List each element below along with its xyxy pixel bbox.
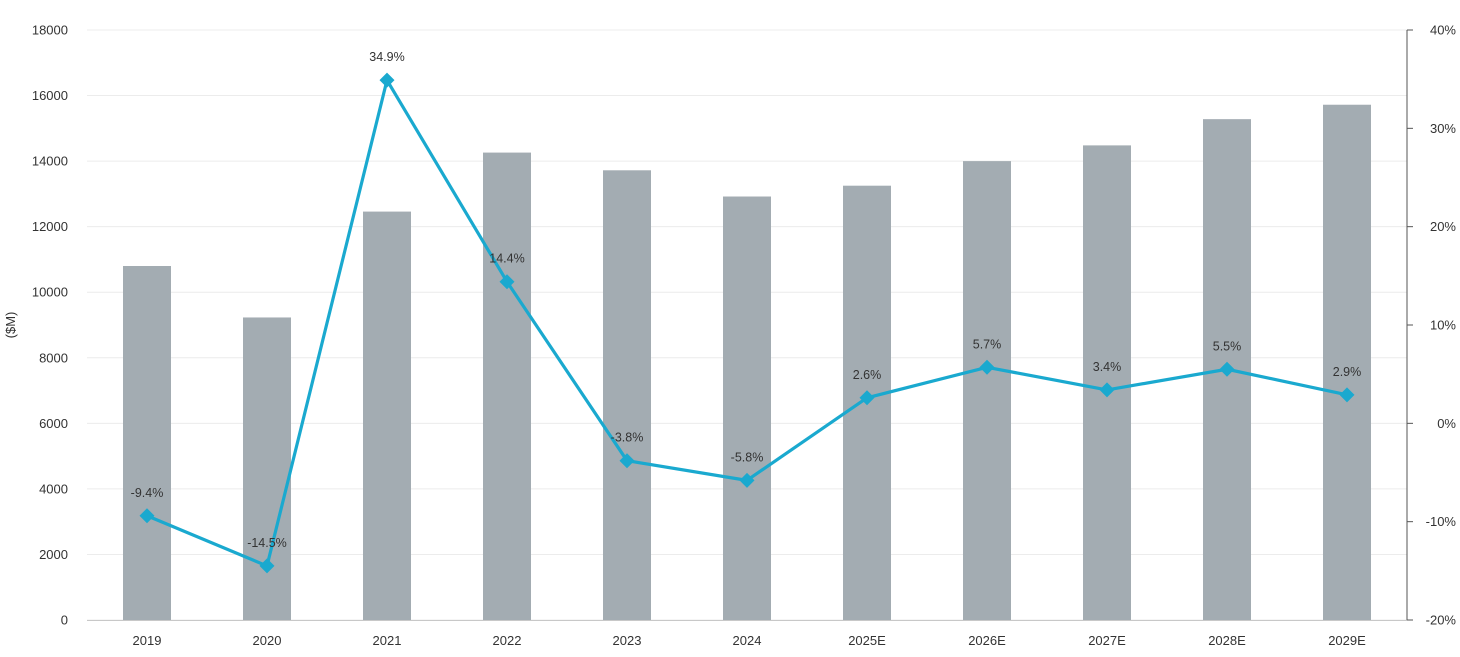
line-series (139, 72, 1355, 574)
y-left-tick-label: 10000 (32, 285, 68, 300)
line-marker (619, 453, 635, 469)
data-label: 2.6% (853, 368, 882, 382)
x-tick-label: 2026E (968, 633, 1006, 648)
x-tick-label: 2025E (848, 633, 886, 648)
y-right-tick-label: 30% (1430, 121, 1456, 136)
line-marker (1219, 361, 1235, 377)
y-right-tick-label: -20% (1426, 613, 1457, 628)
bar (363, 211, 411, 621)
x-tick-label: 2019 (133, 633, 162, 648)
y-left-tick-label: 14000 (32, 154, 68, 169)
y-left-tick-label: 2000 (39, 547, 68, 562)
x-tick-label: 2028E (1208, 633, 1246, 648)
bar (723, 196, 771, 620)
y-right-tick-label: 10% (1430, 318, 1456, 333)
data-label: 2.9% (1333, 365, 1362, 379)
x-tick-label: 2029E (1328, 633, 1366, 648)
y-left-tick-label: 16000 (32, 88, 68, 103)
y-right-tick-label: 20% (1430, 219, 1456, 234)
x-tick-label: 2023 (613, 633, 642, 648)
y-left-axis-title: ($M) (3, 312, 18, 339)
line-marker (859, 390, 875, 406)
x-tick-label: 2022 (493, 633, 522, 648)
bar (123, 266, 171, 620)
y-right-tick-label: 40% (1430, 23, 1456, 38)
y-left-tick-label: 18000 (32, 23, 68, 38)
line-marker (379, 72, 395, 88)
data-label: 5.7% (973, 337, 1002, 351)
data-label: -14.5% (247, 536, 287, 550)
data-label: -9.4% (131, 486, 164, 500)
data-labels: -9.4% -14.5% 34.9% 14.4% -3.8% -5.8% 2.6% 5.7% 3… (131, 50, 1362, 550)
line-marker (1339, 387, 1355, 403)
y-left-tick-label: 8000 (39, 350, 68, 365)
line-marker (739, 472, 755, 488)
bar-series (123, 104, 1371, 621)
y-right-tick-label: 0% (1437, 416, 1456, 431)
x-tick-label: 2021 (373, 633, 402, 648)
line-marker (139, 508, 155, 524)
line-marker (499, 274, 515, 290)
bar (603, 170, 651, 621)
data-label: 34.9% (369, 50, 404, 64)
line-marker (259, 558, 275, 574)
line-marker (979, 359, 995, 375)
x-tick-label: 2027E (1088, 633, 1126, 648)
axes: 0 2000 4000 6000 8000 10000 12000 14000 16000 180… (3, 23, 1456, 649)
data-label: 5.5% (1213, 339, 1242, 353)
data-label: 14.4% (489, 252, 524, 266)
bar (243, 317, 291, 620)
data-label: -5.8% (731, 450, 764, 464)
data-label: 3.4% (1093, 360, 1122, 374)
bar (1323, 104, 1371, 620)
bar (963, 161, 1011, 620)
y-left-tick-label: 4000 (39, 481, 68, 496)
y-left-tick-label: 0 (61, 613, 68, 628)
x-tick-label: 2020 (253, 633, 282, 648)
y-right-tick-label: -10% (1426, 514, 1457, 529)
bar (483, 152, 531, 621)
data-label: -3.8% (611, 431, 644, 445)
y-left-tick-label: 12000 (32, 219, 68, 234)
y-left-tick-label: 6000 (39, 416, 68, 431)
line-marker (1099, 382, 1115, 398)
x-tick-label: 2024 (733, 633, 762, 648)
